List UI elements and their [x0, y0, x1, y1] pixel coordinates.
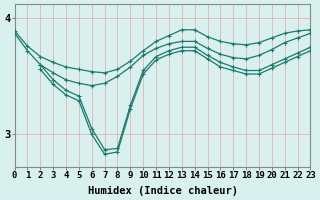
X-axis label: Humidex (Indice chaleur): Humidex (Indice chaleur) [88, 186, 237, 196]
